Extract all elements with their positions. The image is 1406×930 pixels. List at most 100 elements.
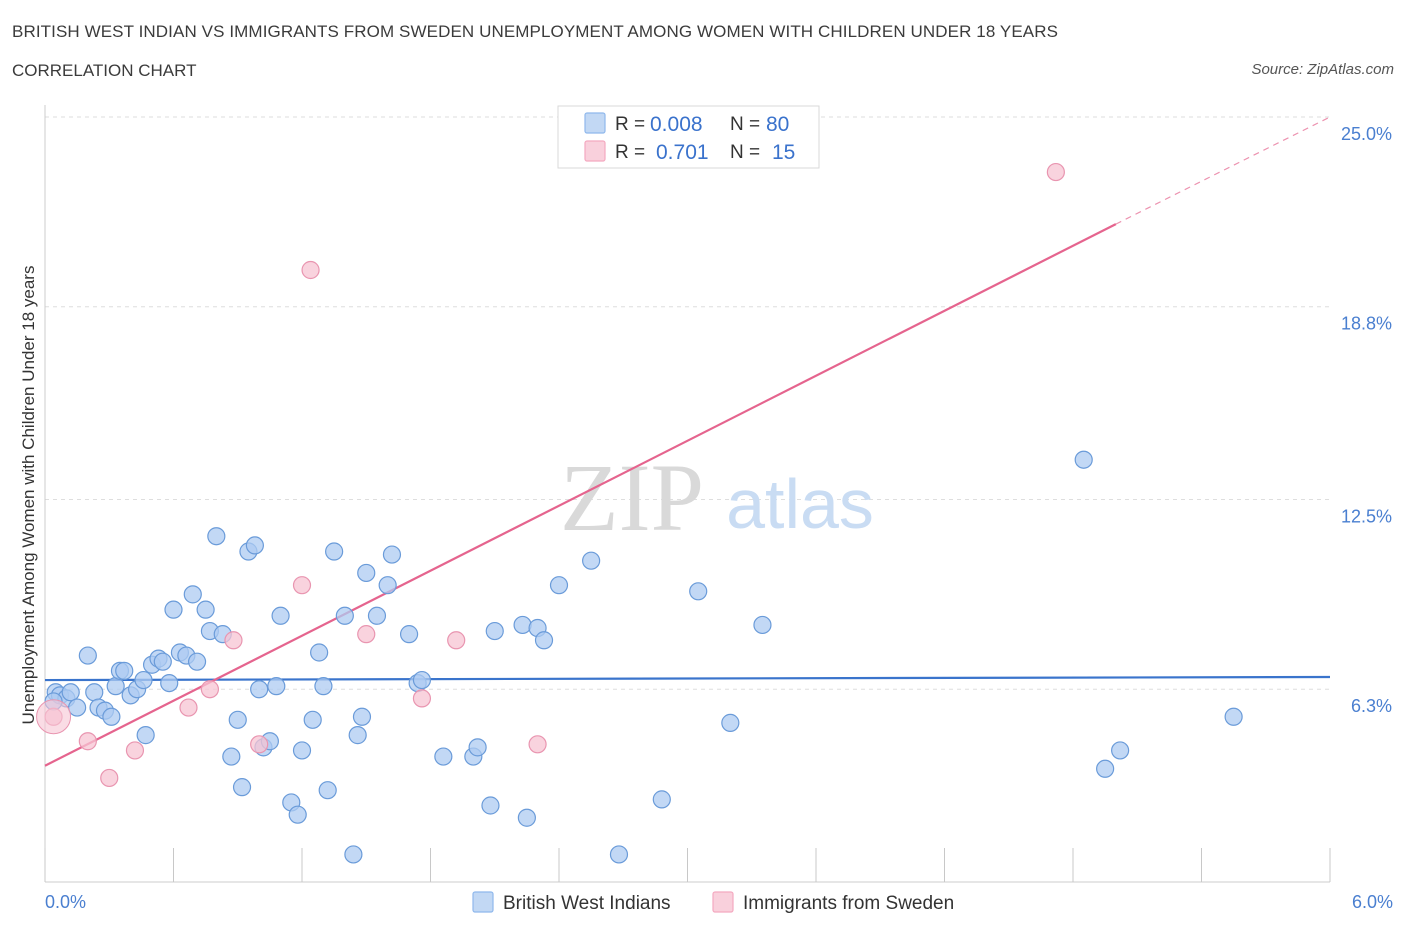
bwi-point-45 [318,781,337,800]
sweden-point-9 [301,260,320,280]
bwi-point-69 [609,845,629,864]
bwi-point-58 [434,747,453,766]
legend-swatch-blue [584,112,606,134]
bwi-point-73 [753,615,772,635]
bwi-point-29 [222,747,241,766]
bwi-point-3 [61,683,80,702]
sweden-point-2 [100,768,119,788]
bwi-point-5 [78,646,97,665]
sweden-point-3 [125,741,145,760]
bwi-point-25 [196,600,215,619]
gridlines [45,116,1330,690]
axes [44,105,1331,883]
bwi-point-27 [207,527,226,546]
bwi-point-24 [187,652,207,671]
bwi-point-72 [721,713,740,732]
bwi-point-44 [314,677,333,696]
legend-n-value-2: 15 [772,141,795,164]
bwi-point-62 [485,621,504,641]
bwi-point-75 [1096,759,1115,778]
bwi-point-64 [517,808,536,827]
bwi-point-55 [399,625,419,644]
bottom-legend-label-pink: Immigrants from Sweden [743,893,954,914]
bottom-legend-swatch-blue [472,891,494,913]
y-tick-label-3: 25.0% [1341,124,1392,144]
y-tick-label-0: 6.3% [1351,696,1392,716]
bwi-point-41 [292,741,312,760]
bwi-point-48 [344,845,363,864]
sweden-point-5 [200,680,220,699]
sweden-point-6 [224,631,243,650]
bwi-point-33 [245,536,264,555]
series-immigrants-from-sweden [36,162,1065,788]
bwi-point-38 [271,606,290,625]
bwi-point-77 [1224,707,1243,726]
trend-lines [44,116,1331,767]
bwi-point-67 [549,576,569,595]
series-british-west-indians [44,450,1243,864]
y-tick-label-1: 12.5% [1341,507,1392,527]
bwi-point-42 [303,710,322,729]
bwi-point-12 [115,661,134,680]
legend-n-label-1: N = [730,114,760,135]
bwi-point-23 [183,585,202,604]
bwi-point-9 [102,707,121,726]
sweden-point-13 [528,735,547,754]
bwi-point-52 [367,606,387,625]
bwi-point-51 [357,563,376,583]
bwi-point-31 [232,778,252,797]
bwi-point-37 [267,677,286,696]
source-label: Source: ZipAtlas.com [1251,61,1394,78]
bwi-point-43 [310,643,329,662]
bwi-point-68 [582,551,601,570]
bwi-point-57 [412,670,432,690]
bwi-point-15 [136,726,155,745]
watermark-atlas: atlas [726,465,874,543]
bwi-point-40 [288,805,307,824]
bwi-point-71 [689,582,708,601]
sweden-point-4 [179,698,198,717]
trend-line-extension-immigrants-from-sweden [1115,116,1331,225]
bottom-legend: British West Indians Immigrants from Swe… [472,891,954,914]
sweden-point-11 [412,689,432,708]
bwi-point-79 [134,670,153,690]
bwi-point-53 [378,576,397,595]
watermark-zip: ZIP [560,444,704,551]
bwi-point-54 [382,545,402,564]
sweden-point-12 [447,631,466,650]
x-tick-label-1: 6.0% [1352,892,1393,912]
legend-r-value-1: 0.008 [650,113,703,136]
bwi-point-61 [481,796,500,815]
bwi-point-63 [513,615,532,635]
bwi-point-34 [250,680,269,699]
chart-subtitle: CORRELATION CHART [12,61,197,80]
chart-title: BRITISH WEST INDIAN VS IMMIGRANTS FROM S… [12,22,1059,41]
bwi-point-47 [335,606,354,625]
bottom-legend-swatch-pink [712,891,734,913]
bwi-point-74 [1074,450,1093,469]
sweden-point-10 [357,625,376,644]
bwi-point-60 [468,738,487,757]
bwi-point-20 [164,600,183,619]
bwi-point-6 [85,683,104,702]
y-tick-label-2: 18.8% [1341,314,1392,334]
bwi-point-10 [106,677,125,696]
x-tick-label-0: 0.0% [45,892,86,912]
bwi-point-30 [228,710,247,729]
y-axis-title: Unemployment Among Women with Children U… [19,266,38,725]
legend-r-value-2: 0.701 [656,141,709,164]
bwi-point-19 [160,673,179,693]
sweden-point-1 [78,732,97,751]
legend-swatch-pink [584,140,606,162]
bwi-point-18 [153,652,172,671]
bwi-point-4 [68,698,87,717]
legend-r-label-1: R = [615,114,645,135]
sweden-point-8 [292,576,312,595]
bwi-point-49 [348,726,367,745]
y-tick-labels: 6.3% 12.5% 18.8% 25.0% [1341,124,1392,716]
bwi-point-66 [534,631,554,650]
bottom-legend-label-blue: British West Indians [503,893,671,914]
bwi-point-76 [1111,741,1130,760]
bwi-point-50 [352,707,372,726]
legend-r-label-2: R = [615,142,645,163]
